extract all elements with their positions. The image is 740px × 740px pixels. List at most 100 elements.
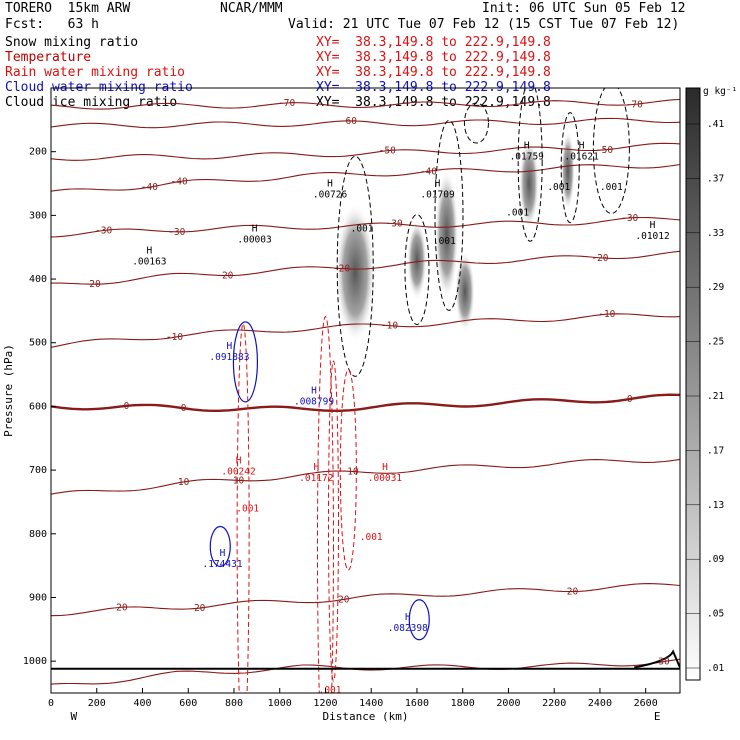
max-value: .00163	[132, 257, 166, 268]
contour-label: .001	[236, 504, 259, 515]
max-marker: H	[327, 179, 333, 190]
y-tick-label: 900	[29, 592, 47, 603]
max-marker: H	[579, 141, 585, 152]
x-tick-label: 400	[133, 698, 151, 709]
colorbar-unit: g kg⁻¹	[703, 86, 737, 97]
cloud-water-contour	[232, 321, 259, 403]
x-tick-label: 1400	[359, 698, 383, 709]
x-tick-label: 2600	[634, 698, 658, 709]
max-marker: H	[382, 462, 388, 473]
isotherm-label: -10	[166, 332, 183, 343]
colorbar-label: .13	[707, 500, 724, 511]
max-marker: H	[252, 223, 258, 234]
ice-contour	[517, 88, 543, 242]
max-value: .00242	[221, 467, 255, 478]
max-marker: H	[311, 386, 317, 397]
snow-shading	[519, 138, 540, 229]
y-tick-label: 600	[29, 401, 47, 412]
y-tick-label: 1000	[23, 656, 47, 667]
isotherm-line	[51, 393, 680, 412]
legend-label: Cloud ice mixing ratio	[5, 95, 178, 110]
max-value: .01172	[299, 473, 333, 484]
snow-shading	[335, 202, 376, 343]
model-title: TORERO 15km ARW	[5, 1, 131, 16]
isotherm-label: -40	[420, 166, 437, 177]
isotherm-label: -40	[171, 177, 188, 188]
legend-label: Rain water mixing ratio	[5, 65, 186, 80]
x-tick-label: 600	[179, 698, 197, 709]
isotherm-label: 20	[338, 594, 350, 605]
init-time: Init: 06 UTC Sun 05 Feb 12	[482, 1, 686, 16]
legend-xy-range: XY= 38.3,149.8 to 222.9,149.8	[316, 35, 551, 50]
max-marker: H	[435, 179, 441, 190]
y-tick-label: 400	[29, 274, 47, 285]
max-marker: H	[236, 456, 242, 467]
isotherm-label: -70	[626, 99, 643, 110]
x-tick-label: 2200	[542, 698, 566, 709]
max-marker: H	[524, 141, 530, 152]
y-tick-label: 200	[29, 147, 47, 158]
y-tick-label: 300	[29, 210, 47, 221]
max-value: .00031	[368, 473, 403, 484]
isotherm-label: 20	[116, 602, 128, 613]
contour-label: .001	[351, 223, 374, 234]
max-value: .01759	[510, 152, 545, 163]
east-label: E	[654, 710, 661, 723]
x-tick-label: 1600	[405, 698, 429, 709]
x-tick-label: 2000	[496, 698, 520, 709]
contour-label: .001	[600, 182, 623, 193]
rain-contour	[327, 360, 339, 682]
ice-contour	[592, 88, 630, 214]
legend-label: Cloud water mixing ratio	[5, 80, 193, 95]
isotherm-label: 30	[658, 657, 670, 668]
rain-contour	[316, 316, 334, 693]
max-value: .00726	[313, 190, 348, 201]
max-value: .091883	[209, 352, 249, 363]
isotherm-label: -30	[386, 219, 403, 230]
isotherm-label: -30	[95, 225, 112, 236]
y-axis-label: Pressure (hPa)	[2, 344, 15, 437]
ice-contour	[336, 155, 374, 377]
colorbar-label: .21	[707, 391, 724, 402]
isotherm-label: -30	[168, 227, 185, 238]
isotherm-line	[51, 250, 680, 285]
rain-contour	[236, 323, 250, 693]
colorbar-label: .41	[707, 119, 724, 130]
max-marker: H	[227, 341, 233, 352]
legend-xy-range: XY= 38.3,149.8 to 222.9,149.8	[316, 50, 551, 65]
max-marker: H	[146, 246, 152, 257]
cloud-water-contour	[408, 599, 430, 641]
isotherm-label: 20	[567, 587, 579, 598]
isotherm-line	[51, 583, 680, 617]
isotherm-label: 20	[194, 603, 206, 614]
rain-contour	[339, 369, 357, 571]
contour-label: .001	[319, 685, 342, 696]
y-tick-label: 800	[29, 529, 47, 540]
isotherm-label: 0	[181, 403, 187, 414]
ice-contour	[404, 214, 430, 325]
isotherm-label: -20	[84, 279, 101, 290]
colorbar-label: .29	[707, 282, 724, 293]
isotherm-label: -60	[340, 116, 357, 127]
contour-label: .001	[433, 236, 456, 247]
snow-shading	[406, 219, 427, 300]
contour-label: .001	[360, 532, 383, 543]
x-tick-label: 1800	[451, 698, 475, 709]
ice-contour	[463, 102, 489, 144]
cloud-water-contour	[209, 525, 231, 568]
isotherm-line	[51, 98, 680, 110]
x-tick-label: 1000	[268, 698, 292, 709]
isotherm-label: -70	[278, 98, 295, 109]
max-value: .008799	[294, 397, 334, 408]
isotherm-label: -40	[141, 182, 158, 193]
colorbar-label: .09	[707, 554, 724, 565]
contour-label: .001	[547, 182, 570, 193]
max-value: .082398	[388, 623, 428, 634]
colorbar-label: .25	[707, 337, 724, 348]
legend-label: Snow mixing ratio	[5, 35, 139, 50]
x-tick-label: 0	[48, 698, 54, 709]
colorbar-label: .05	[707, 609, 724, 620]
isotherm-line	[51, 142, 680, 161]
x-axis-label: Distance (km)	[322, 710, 408, 723]
